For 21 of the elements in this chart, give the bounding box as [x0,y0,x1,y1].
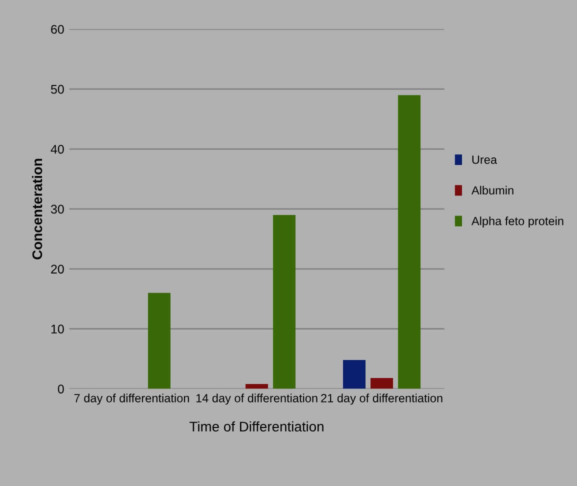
bar [370,378,394,389]
legend-label: Albumin [471,186,514,195]
y-tick-label: 0 [58,384,64,394]
bar [343,360,366,389]
x-tick-label: 14 day of differentiation [196,394,318,405]
x-tick-label: 21 day of differentiation [321,394,442,405]
y-tick-label: 20 [51,264,64,274]
bar [398,95,421,389]
bar [148,292,171,389]
x-tick-label: 7 day of differentiation [74,394,189,405]
legend-label: Alpha feto protein [471,216,564,228]
y-tick-label: 40 [50,144,64,154]
legend-label: Urea [472,156,498,164]
y-tick-label: 30 [50,204,64,214]
y-tick-label: 60 [51,24,64,34]
bar [273,214,296,389]
bar [246,384,268,389]
y-axis-title: Concenteration [32,158,42,260]
y-tick-label: 10 [51,324,64,334]
x-axis-title: Time of Differentiation [190,421,324,432]
y-tick-label: 50 [50,84,64,94]
